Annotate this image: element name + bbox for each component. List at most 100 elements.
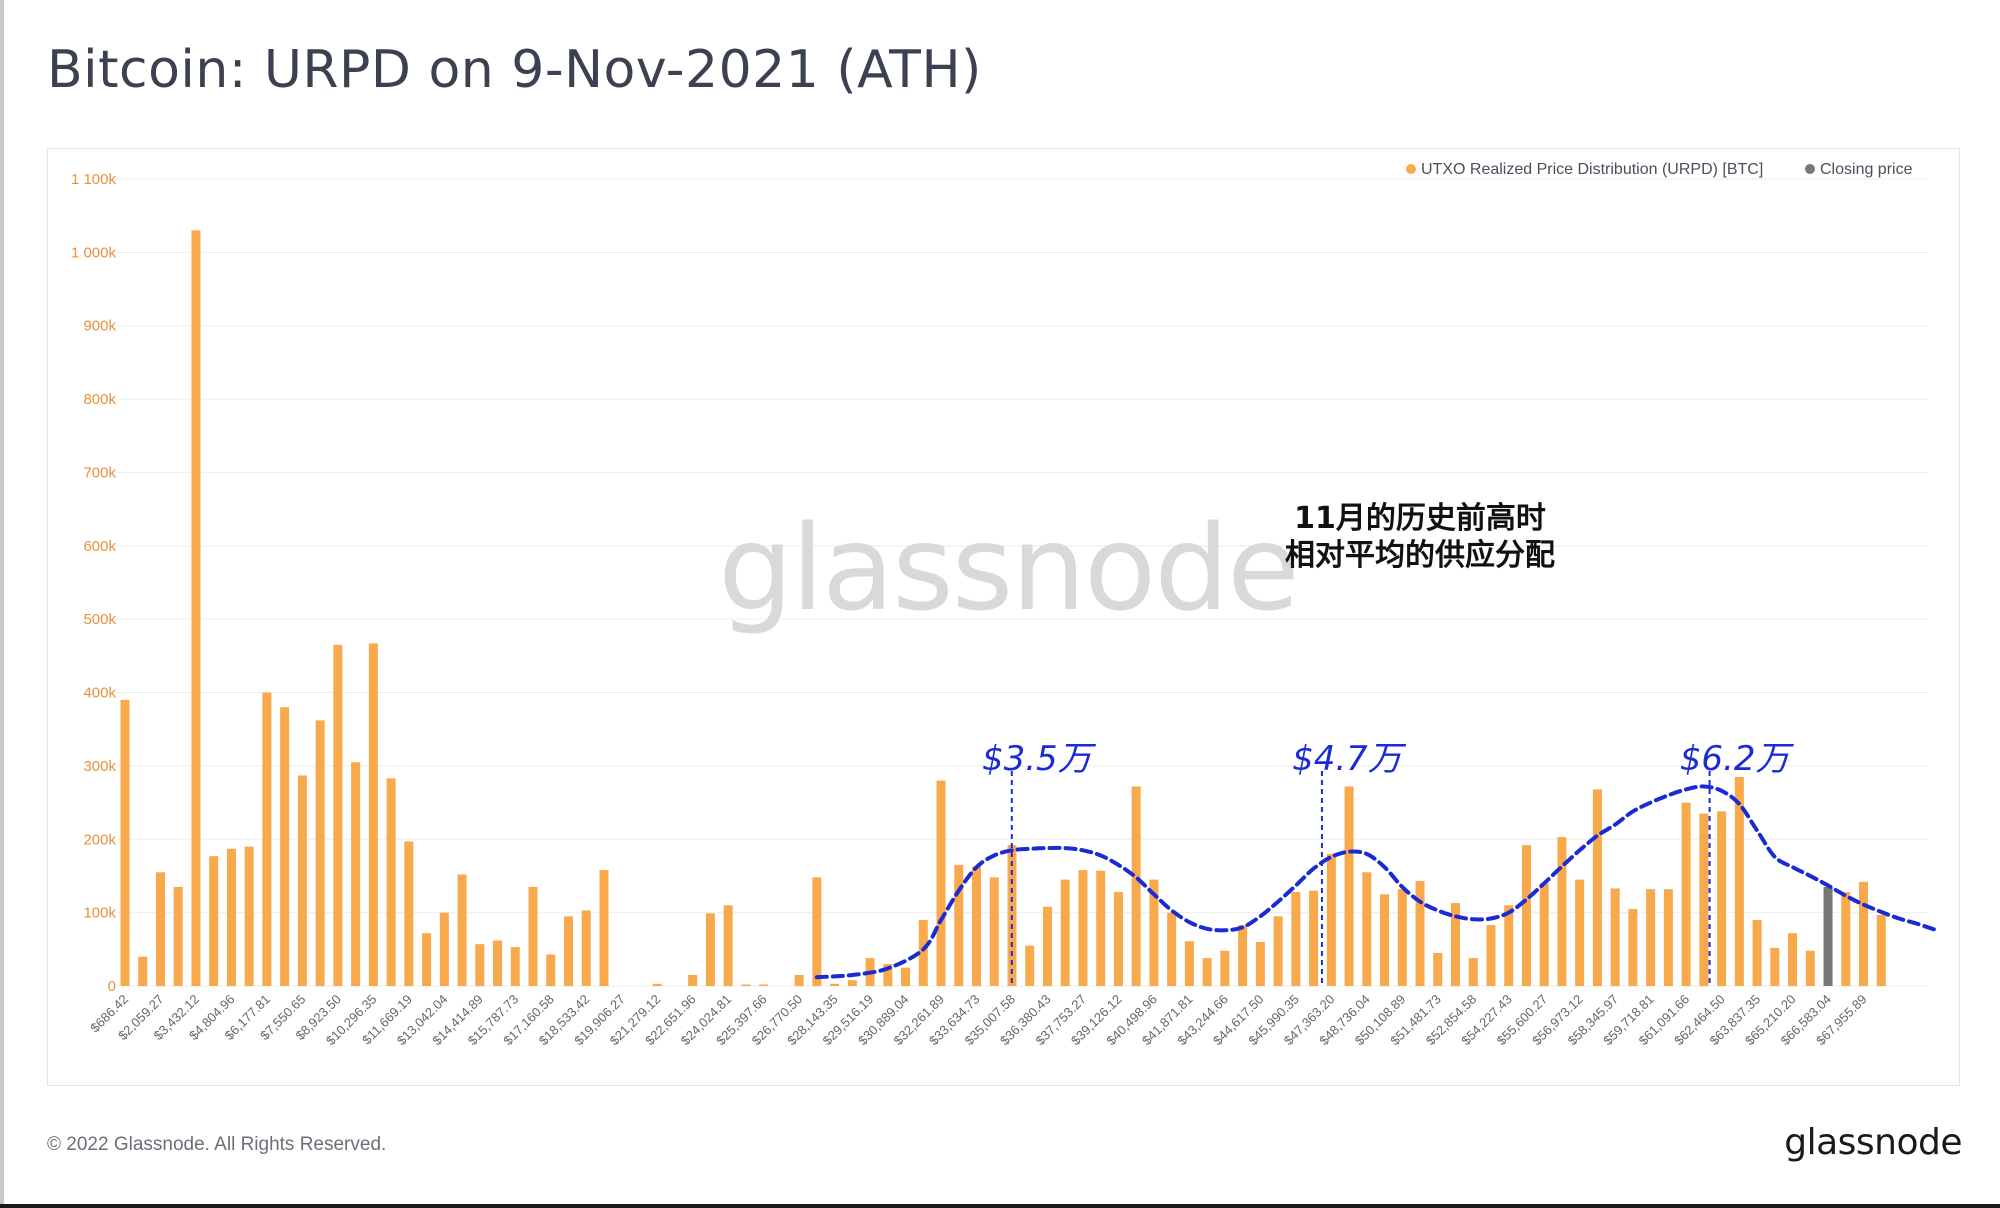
brand-logo: glassnode (1784, 1122, 1962, 1163)
data-bar (1149, 879, 1159, 986)
data-bar (1575, 879, 1585, 986)
y-tick-label: 1 100k (71, 171, 117, 188)
data-bar (297, 775, 307, 986)
data-bar (972, 866, 982, 986)
data-bar (1380, 894, 1390, 986)
y-tick-label: 800k (83, 391, 116, 408)
closing-price-bar (1823, 886, 1833, 986)
data-bar (1859, 881, 1869, 986)
price-marker-label: $6.2万 (1680, 739, 1795, 779)
data-bar (138, 956, 148, 986)
data-bar (368, 643, 378, 986)
y-tick-label: 100k (83, 905, 116, 922)
data-bar (1433, 952, 1443, 986)
y-tick-label: 700k (83, 464, 116, 481)
data-bar (528, 886, 538, 986)
data-bar (333, 644, 343, 986)
y-tick-label: 200k (83, 831, 116, 848)
data-bar (493, 940, 503, 986)
annotation-caption-line1: 11月的历史前高时 (1294, 501, 1546, 536)
price-marker-label: $4.7万 (1292, 739, 1407, 779)
data-bar (1699, 813, 1709, 986)
data-bar (422, 933, 432, 986)
data-bar (883, 963, 893, 986)
data-bar (581, 910, 591, 986)
y-tick-label: 500k (83, 611, 116, 628)
data-bar (1113, 892, 1123, 986)
data-bar (1060, 879, 1070, 986)
data-bar (936, 780, 946, 986)
y-tick-label: 900k (83, 318, 116, 335)
data-bar (1291, 892, 1301, 986)
data-bar (315, 720, 325, 986)
data-bar (1025, 945, 1035, 986)
data-bar (546, 954, 556, 986)
data-bar (1681, 802, 1691, 986)
data-bar (439, 912, 449, 986)
data-bar (1255, 941, 1265, 986)
data-bar (989, 877, 999, 986)
data-bar (723, 905, 733, 986)
data-bar (1309, 890, 1319, 986)
data-bar (830, 983, 840, 986)
data-bar (226, 848, 236, 986)
data-bar (457, 874, 467, 986)
data-bar (1788, 933, 1798, 986)
data-bar (1557, 837, 1567, 986)
data-bar (475, 944, 485, 986)
data-bar (1397, 889, 1407, 986)
data-bar (1521, 845, 1531, 986)
data-bar (209, 856, 219, 986)
data-bar (1734, 776, 1744, 986)
annotation-caption-line2: 相对平均的供应分配 (1285, 538, 1555, 573)
data-bar (1220, 950, 1230, 986)
data-bar (510, 947, 520, 986)
data-bar (1326, 853, 1336, 986)
data-bar (1042, 906, 1052, 986)
urpd-bar-chart: 0 100k 200k 300k 400k 500k 600k 700k 800k 900k 1 0… (71, 161, 1937, 1048)
data-bar (1592, 789, 1602, 986)
data-bar (351, 762, 361, 986)
data-bar (1539, 883, 1549, 986)
data-bar (901, 967, 911, 986)
price-marker-label: $3.5万 (982, 739, 1097, 779)
data-bar (1451, 903, 1460, 986)
window-bottom-border (0, 1204, 2000, 1208)
data-bar (1805, 950, 1815, 986)
data-bar (1646, 889, 1656, 986)
data-bar (1273, 916, 1283, 986)
data-bar (1362, 872, 1372, 986)
data-bar (705, 913, 715, 986)
data-bar (652, 983, 662, 986)
data-bar (741, 984, 751, 986)
data-bar (599, 870, 609, 986)
data-bar (1344, 786, 1354, 986)
data-bar (1717, 811, 1727, 986)
chart-container: 0 100k 200k 300k 400k 500k 600k 700k 800k 900k 1 0… (47, 148, 1960, 1086)
data-bar (404, 841, 414, 986)
watermark: glassnode (718, 499, 1297, 637)
data-bar (1096, 870, 1106, 986)
data-bar (1486, 925, 1496, 986)
data-bar (759, 984, 769, 986)
y-tick-label: 1 000k (71, 244, 117, 261)
data-bar (191, 230, 201, 986)
data-bar (1468, 958, 1478, 986)
legend-closing-dot (1805, 164, 1815, 174)
data-bar (794, 974, 804, 986)
legend-urpd-dot (1406, 164, 1416, 174)
data-bar (120, 699, 130, 986)
data-bar (1131, 786, 1141, 986)
data-bar (954, 864, 964, 986)
data-bar (244, 846, 254, 986)
data-bar (1876, 914, 1886, 986)
data-bar (1184, 941, 1194, 986)
data-bar (688, 974, 698, 986)
data-bar (564, 916, 573, 986)
legend-closing-label: Closing price (1820, 161, 1913, 178)
data-bar (847, 980, 857, 986)
y-tick-label: 600k (83, 538, 116, 555)
data-bar (1770, 947, 1780, 986)
data-bar (1752, 919, 1762, 986)
data-bar (280, 707, 290, 986)
